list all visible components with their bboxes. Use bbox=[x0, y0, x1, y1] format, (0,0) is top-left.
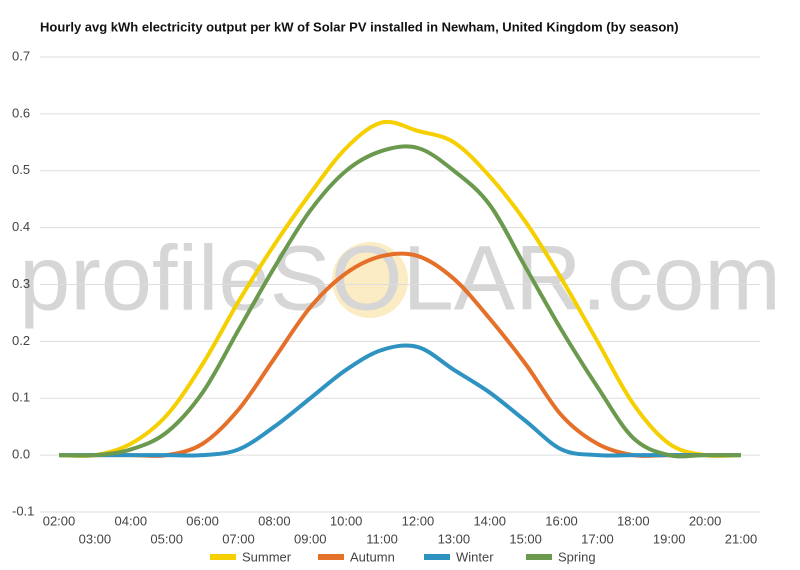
x-tick-label: 08:00 bbox=[258, 513, 291, 528]
x-tick-label: 12:00 bbox=[402, 513, 435, 528]
legend-label: Summer bbox=[242, 549, 292, 564]
x-tick-label: 02:00 bbox=[43, 513, 76, 528]
watermark-sun bbox=[332, 242, 408, 318]
x-tick-label: 09:00 bbox=[294, 531, 327, 546]
y-tick-label: 0.2 bbox=[12, 333, 30, 348]
y-tick-label: 0.3 bbox=[12, 276, 30, 291]
legend-label: Spring bbox=[558, 549, 596, 564]
x-tick-label: 19:00 bbox=[653, 531, 686, 546]
x-tick-label: 03:00 bbox=[79, 531, 112, 546]
x-tick-label: 06:00 bbox=[186, 513, 219, 528]
x-tick-label: 17:00 bbox=[581, 531, 614, 546]
legend-swatch bbox=[318, 554, 344, 560]
legend-label: Winter bbox=[456, 549, 494, 564]
x-tick-label: 20:00 bbox=[689, 513, 722, 528]
x-tick-label: 18:00 bbox=[617, 513, 650, 528]
watermark: profileSOLAR.com bbox=[19, 227, 781, 329]
x-tick-label: 14:00 bbox=[473, 513, 506, 528]
legend-swatch bbox=[210, 554, 236, 560]
x-tick-label: 07:00 bbox=[222, 531, 255, 546]
x-tick-label: 10:00 bbox=[330, 513, 363, 528]
x-tick-label: 05:00 bbox=[150, 531, 183, 546]
legend-swatch bbox=[526, 554, 552, 560]
y-tick-label: 0.7 bbox=[12, 48, 30, 63]
y-tick-label: 0.1 bbox=[12, 390, 30, 405]
y-tick-label: -0.1 bbox=[12, 503, 34, 518]
legend-label: Autumn bbox=[350, 549, 395, 564]
x-tick-label: 04:00 bbox=[115, 513, 148, 528]
y-tick-label: 0.6 bbox=[12, 105, 30, 120]
x-tick-label: 11:00 bbox=[366, 531, 398, 546]
x-tick-label: 15:00 bbox=[509, 531, 542, 546]
x-tick-label: 21:00 bbox=[725, 531, 758, 546]
series-line bbox=[58, 119, 742, 458]
x-tick-label: 16:00 bbox=[545, 513, 578, 528]
y-tick-label: 0.4 bbox=[12, 219, 30, 234]
series-line bbox=[59, 343, 741, 458]
chart-title: Hourly avg kWh electricity output per kW… bbox=[40, 19, 679, 34]
legend-swatch bbox=[424, 554, 450, 560]
x-tick-label: 13:00 bbox=[438, 531, 471, 546]
y-tick-label: 0.0 bbox=[12, 447, 30, 462]
series-line bbox=[58, 144, 741, 459]
y-tick-label: 0.5 bbox=[12, 162, 30, 177]
